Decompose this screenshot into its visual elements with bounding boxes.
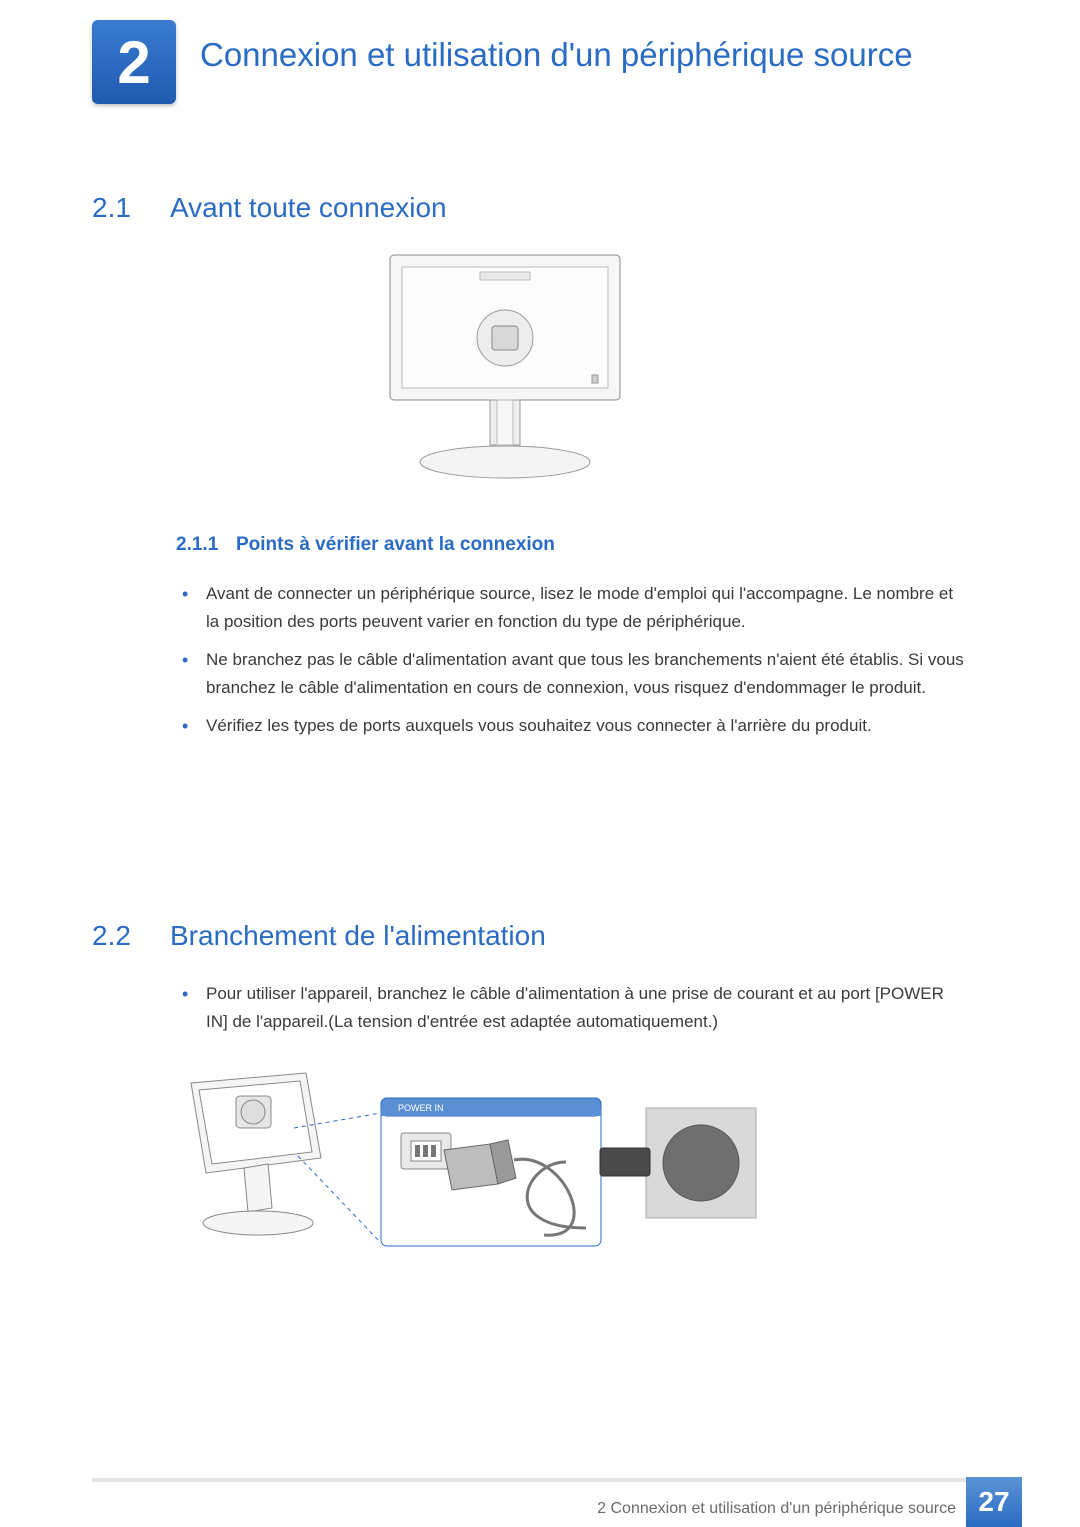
- figure-monitor-rear: [380, 250, 630, 490]
- section-2-1-title: Avant toute connexion: [170, 192, 447, 223]
- section-2-2-title: Branchement de l'alimentation: [170, 920, 546, 951]
- section-2-2-bullets: Pour utiliser l'appareil, branchez le câ…: [180, 980, 970, 1046]
- section-2-1-number: 2.1: [92, 192, 170, 224]
- list-item: Ne branchez pas le câble d'alimentation …: [180, 646, 970, 702]
- list-item: Avant de connecter un périphérique sourc…: [180, 580, 970, 636]
- page-number: 27: [978, 1486, 1009, 1518]
- subsection-2-1-1-number: 2.1.1: [176, 534, 236, 556]
- chapter-number: 2: [117, 28, 150, 97]
- section-2-2-number: 2.2: [92, 920, 170, 952]
- footer-text: 2 Connexion et utilisation d'un périphér…: [597, 1500, 956, 1518]
- chapter-title: Connexion et utilisation d'un périphériq…: [200, 34, 1020, 75]
- list-item: Pour utiliser l'appareil, branchez le câ…: [180, 980, 970, 1036]
- subsection-2-1-1-bullets: Avant de connecter un périphérique sourc…: [180, 580, 970, 750]
- page-number-badge: 27: [966, 1477, 1022, 1527]
- footer-divider: [92, 1478, 1022, 1482]
- list-item: Vérifiez les types de ports auxquels vou…: [180, 712, 970, 740]
- subsection-2-1-1-title: Points à vérifier avant la connexion: [236, 534, 555, 555]
- section-2-1-heading: 2.1Avant toute connexion: [92, 192, 447, 224]
- power-in-label: POWER IN: [398, 1103, 444, 1113]
- section-2-2-heading: 2.2Branchement de l'alimentation: [92, 920, 546, 952]
- figure-power-connection: POWER IN: [176, 1068, 786, 1268]
- chapter-number-badge: 2: [92, 20, 176, 104]
- subsection-2-1-1-heading: 2.1.1Points à vérifier avant la connexio…: [176, 534, 555, 556]
